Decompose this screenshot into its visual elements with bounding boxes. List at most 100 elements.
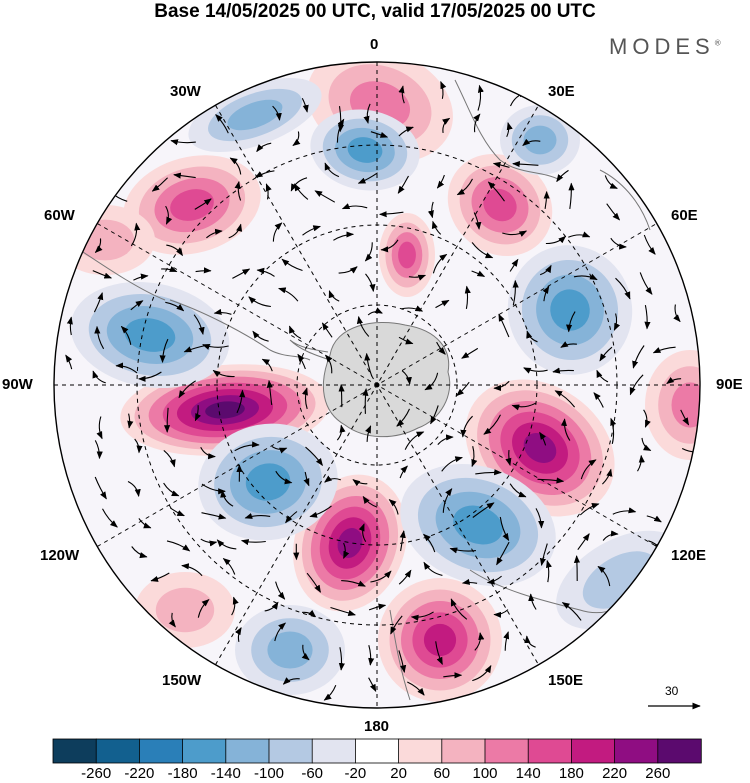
wind-arrow: [215, 114, 229, 134]
wind-arrow: [401, 370, 412, 385]
wind-arrow: [435, 299, 450, 309]
wind-arrow: [637, 454, 645, 472]
wind-arrow: [443, 672, 463, 679]
wind-arrow: [306, 572, 321, 593]
wind-arrow: [577, 533, 590, 551]
wind-arrow: [396, 408, 411, 427]
wind-arrow: [370, 131, 389, 138]
colorbar-label: 100: [472, 765, 498, 782]
wind-arrow: [151, 177, 168, 192]
wind-arrow: [364, 242, 373, 262]
wind-arrow: [613, 313, 621, 331]
wind-arrow: [610, 237, 627, 250]
wind-arrow: [301, 644, 310, 661]
lon-label-60e: 60E: [671, 207, 698, 224]
wind-arrow: [356, 315, 370, 337]
wind-arrow: [297, 353, 306, 370]
anomaly-blob-negative: [400, 464, 556, 586]
wind-arrow: [471, 446, 478, 468]
wind-arrow: [560, 341, 577, 348]
wind-arrow: [436, 341, 446, 355]
wind-arrow: [314, 190, 336, 203]
colorbar-label: -220: [124, 765, 155, 782]
colorbar-swatch: [225, 738, 270, 764]
wind-arrow: [282, 677, 300, 685]
wind-arrow: [365, 425, 372, 442]
lon-label-120w: 120W: [40, 547, 80, 564]
wind-arrow: [163, 449, 176, 468]
wind-arrow: [368, 645, 375, 666]
wind-arrow: [321, 322, 333, 338]
wind-arrow: [554, 390, 576, 408]
wind-arrow: [232, 268, 251, 279]
wind-arrow: [341, 203, 368, 210]
wind-arrow: [65, 354, 73, 370]
wind-arrow: [680, 409, 690, 426]
wind-arrow: [401, 305, 424, 312]
wind-arrow: [228, 223, 243, 239]
wind-arrow: [301, 98, 309, 113]
wind-arrow: [240, 539, 266, 546]
wind-arrow: [328, 290, 340, 302]
wind-arrow: [432, 253, 448, 274]
wind-arrow: [643, 409, 651, 428]
wind-arrow: [509, 483, 527, 498]
wind-arrow: [441, 456, 463, 472]
wind-arrow: [166, 540, 191, 552]
map-boundary: [53, 61, 701, 709]
colorbar-swatch: [354, 738, 400, 764]
wind-arrow: [134, 438, 143, 454]
wind-arrow: [502, 230, 528, 237]
wind-arrow: [138, 371, 162, 382]
wind-arrow: [159, 338, 169, 363]
wind-streamlines: [65, 80, 700, 701]
wind-arrow: [398, 650, 407, 673]
wind-arrow: [579, 503, 600, 516]
wind-arrow: [193, 314, 205, 335]
wind-arrow: [93, 292, 104, 313]
wind-arrow: [170, 507, 185, 517]
wind-arrow: [201, 512, 227, 520]
lon-label-120e: 120E: [671, 547, 707, 564]
anomaly-blob-positive: [447, 153, 553, 257]
wind-arrow: [206, 228, 223, 239]
colorbar-label: -20: [344, 765, 367, 782]
colorbar-label: 260: [645, 765, 671, 782]
wind-arrow: [560, 418, 571, 441]
wind-arrow: [408, 274, 427, 281]
wind-arrow: [561, 602, 582, 621]
wind-arrow: [407, 681, 425, 696]
wind-arrow: [244, 513, 271, 519]
anomaly-blob-negative: [507, 245, 633, 375]
wind-arrow: [94, 440, 103, 460]
wind-arrow: [512, 161, 539, 168]
wind-arrow: [133, 273, 149, 281]
wind-arrow: [644, 304, 651, 330]
wind-arrow: [181, 563, 203, 577]
wind-arrow: [165, 205, 173, 225]
colorbar-swatch: [657, 738, 702, 764]
wind-arrow: [213, 308, 232, 315]
lon-label-150w: 150W: [162, 672, 202, 689]
anomaly-blob-negative: [198, 423, 338, 541]
wind-arrow: [380, 239, 399, 253]
wind-arrow: [358, 523, 367, 542]
wind-arrow: [404, 431, 425, 450]
wind-arrow: [261, 358, 273, 372]
anomaly-blob-positive: [135, 572, 235, 648]
wind-arrow: [333, 231, 355, 241]
lon-label-60w: 60W: [44, 207, 75, 224]
wind-arrow: [486, 575, 502, 585]
wind-arrow: [324, 475, 341, 483]
wind-arrow: [526, 330, 538, 343]
colorbar-swatch: [441, 738, 486, 764]
wind-arrow: [248, 296, 271, 308]
colorbar-swatch: [268, 738, 313, 764]
wind-arrow: [641, 437, 652, 451]
wind-arrow: [352, 479, 368, 487]
wind-arrow: [216, 539, 237, 550]
wind-arrow: [220, 489, 234, 507]
wind-arrow: [271, 445, 288, 454]
colorbar-swatch: [527, 738, 573, 764]
wind-arrow: [200, 538, 218, 547]
